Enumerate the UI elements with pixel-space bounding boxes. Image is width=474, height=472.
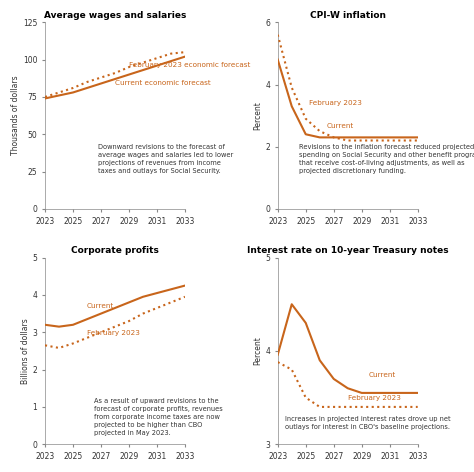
Text: Downward revisions to the forecast of
average wages and salaries led to lower
pr: Downward revisions to the forecast of av… (98, 143, 234, 174)
Text: Revisions to the inflation forecast reduced projected
spending on Social Securit: Revisions to the inflation forecast redu… (299, 143, 474, 174)
Title: Interest rate on 10-year Treasury notes: Interest rate on 10-year Treasury notes (247, 246, 448, 255)
Text: Current: Current (327, 123, 354, 129)
Text: February 2023 economic forecast: February 2023 economic forecast (129, 62, 250, 68)
Text: Current: Current (369, 372, 396, 378)
Y-axis label: Billions of dollars: Billions of dollars (21, 318, 30, 384)
Title: Corporate profits: Corporate profits (71, 246, 159, 255)
Text: February 2023: February 2023 (309, 100, 361, 106)
Text: Current economic forecast: Current economic forecast (115, 80, 211, 86)
Title: CPI-W inflation: CPI-W inflation (310, 11, 386, 20)
Text: Increases in projected interest rates drove up net
outlays for interest in CBO's: Increases in projected interest rates dr… (285, 416, 450, 430)
Y-axis label: Thousands of dollars: Thousands of dollars (11, 76, 20, 155)
Text: Current: Current (87, 303, 114, 309)
Y-axis label: Percent: Percent (254, 101, 263, 130)
Title: Average wages and salaries: Average wages and salaries (44, 11, 186, 20)
Text: February 2023: February 2023 (348, 396, 401, 401)
Text: February 2023: February 2023 (87, 330, 140, 336)
Text: As a result of upward revisions to the
forecast of corporate profits, revenues
f: As a result of upward revisions to the f… (94, 397, 223, 436)
Y-axis label: Percent: Percent (254, 337, 263, 365)
